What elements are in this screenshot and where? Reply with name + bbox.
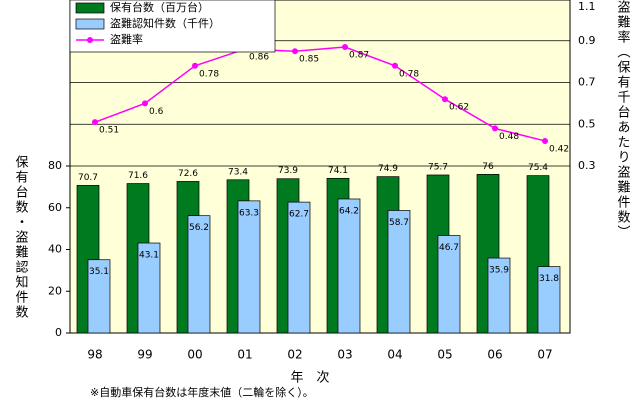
value-label: 73.9 [278, 166, 298, 176]
legend-label: 盗難率 [110, 32, 143, 46]
line-point [492, 125, 498, 132]
x-tick-label: 02 [287, 348, 302, 362]
x-tick-label: 01 [237, 348, 252, 362]
y2-tick-label: 0.3 [578, 159, 596, 172]
value-label: 0.87 [349, 51, 369, 61]
bar [137, 242, 161, 334]
bar [337, 198, 361, 334]
value-label: 35.1 [89, 267, 109, 277]
y-tick-label: 60 [48, 201, 62, 214]
bar [437, 235, 461, 334]
value-label: 56.2 [189, 223, 209, 233]
y2-tick-label: 1.1 [578, 0, 596, 13]
y2-tick-label: 0.7 [578, 76, 596, 89]
value-label: 0.78 [399, 69, 419, 79]
y-axis-label: 保有台数・盗難認知件数 [13, 155, 29, 320]
line [94, 46, 546, 142]
line-point [142, 100, 148, 107]
line-point [542, 137, 548, 144]
y-tick-label: 0 [55, 326, 62, 339]
value-label: 74.9 [378, 164, 398, 174]
value-label: 72.6 [178, 169, 198, 179]
line-point [292, 48, 298, 55]
bar [287, 201, 311, 334]
value-label: 0.6 [149, 107, 164, 117]
x-tick-label: 98 [87, 348, 102, 362]
line-point [92, 119, 98, 126]
value-label: 64.2 [339, 206, 359, 216]
x-tick-label: 07 [537, 348, 552, 362]
x-tick-label: 03 [337, 348, 352, 362]
value-label: 63.3 [239, 208, 259, 218]
line-point [192, 62, 198, 69]
legend-swatch [75, 18, 105, 30]
legend-label: 保有台数（百万台） [110, 0, 209, 14]
value-label: 71.6 [128, 171, 148, 181]
bar [487, 257, 511, 334]
value-label: 70.7 [78, 173, 98, 183]
legend-label: 盗難認知件数（千件） [110, 16, 220, 30]
value-label: 75.7 [428, 162, 448, 172]
bar [87, 259, 111, 334]
value-label: 0.85 [299, 55, 319, 65]
bar [237, 200, 261, 334]
y-tick-label: 20 [48, 284, 62, 297]
value-label: 76 [482, 162, 494, 172]
value-label: 31.8 [539, 274, 559, 284]
value-label: 43.1 [139, 251, 159, 261]
bar [387, 210, 411, 334]
value-label: 0.86 [249, 53, 269, 63]
value-label: 35.9 [489, 266, 509, 276]
y2-axis-label: 盗難率（保有千台あたり盗難件数） [615, 0, 631, 240]
y2-tick-label: 0.5 [578, 117, 596, 130]
value-label: 58.7 [389, 218, 409, 228]
x-axis-label: 年 次 [290, 370, 329, 386]
value-label: 0.51 [99, 126, 119, 136]
y2-tick-label: 0.9 [578, 34, 596, 47]
value-label: 62.7 [289, 210, 309, 220]
legend-swatch [75, 2, 105, 14]
value-label: 75.4 [528, 163, 548, 173]
value-label: 0.48 [499, 132, 519, 142]
value-label: 74.1 [328, 166, 348, 176]
value-label: 46.7 [439, 243, 459, 253]
line-point [442, 96, 448, 103]
x-tick-label: 05 [437, 348, 452, 362]
value-label: 0.62 [449, 103, 469, 113]
y-tick-label: 80 [48, 159, 62, 172]
value-label: 73.4 [228, 167, 248, 177]
bar [187, 215, 211, 334]
x-tick-label: 00 [187, 348, 202, 362]
y-tick-label: 40 [48, 243, 62, 256]
bar [537, 266, 561, 334]
line-point [392, 62, 398, 69]
x-tick-label: 99 [137, 348, 152, 362]
value-label: 0.42 [549, 144, 569, 154]
x-tick-label: 04 [387, 348, 402, 362]
value-label: 0.78 [199, 69, 219, 79]
x-tick-label: 06 [487, 348, 502, 362]
line-point [342, 44, 348, 51]
footnote: ※自動車保有台数は年度末値（二輪を除く）。 [90, 385, 314, 399]
legend-swatch [87, 37, 93, 43]
